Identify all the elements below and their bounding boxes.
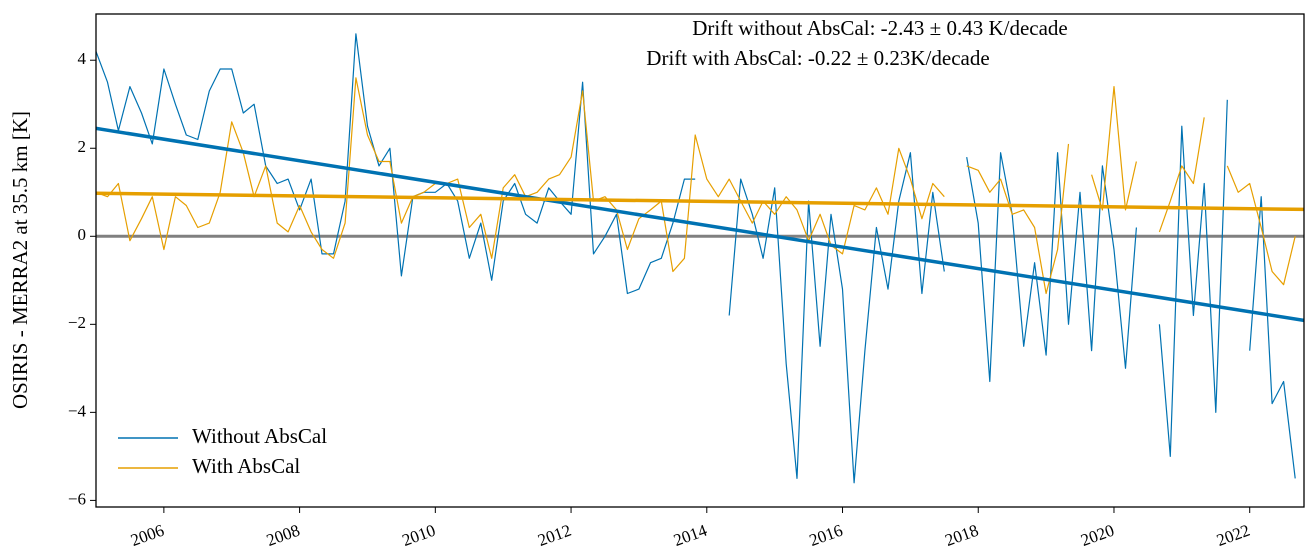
y-tick-label: 4 (78, 49, 87, 68)
y-tick-label: −6 (68, 489, 86, 508)
trend-line (96, 191, 1304, 212)
legend-label: With AbsCal (192, 454, 300, 478)
x-tick-label: 2008 (264, 521, 302, 550)
x-tick-label: 2006 (128, 521, 166, 550)
y-tick-label: 2 (78, 137, 87, 156)
legend-label: Without AbsCal (192, 424, 327, 448)
trend-line (96, 126, 1304, 323)
x-tick-label: 2014 (671, 520, 710, 550)
x-tick-label: 2022 (1214, 521, 1252, 550)
data-line (96, 33, 1296, 484)
y-tick-label: 0 (78, 225, 87, 244)
x-tick-label: 2010 (400, 521, 438, 550)
annotation: Drift without AbsCal: -2.43 ± 0.43 K/dec… (692, 16, 1067, 40)
plot-frame (95, 13, 1305, 508)
x-tick-label: 2012 (535, 521, 573, 550)
y-axis-label: OSIRIS - MERRA2 at 35.5 km [K] (8, 111, 32, 409)
x-tick-label: 2018 (943, 521, 981, 550)
data-line (96, 77, 1296, 295)
x-tick-label: 2016 (807, 521, 845, 550)
y-tick-label: −2 (68, 313, 86, 332)
x-tick-label: 2020 (1078, 521, 1116, 550)
plot-area (96, 33, 1304, 484)
annotation: Drift with AbsCal: -0.22 ± 0.23K/decade (646, 46, 989, 70)
y-tick-label: −4 (68, 401, 87, 420)
